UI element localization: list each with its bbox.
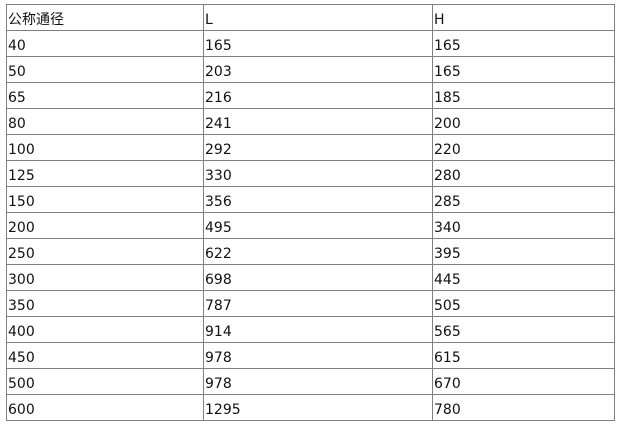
cell-l: 787 [203,290,433,317]
cell-h: 340 [432,212,615,239]
dimension-table: 公称通径 L H 40 165 165 50 203 165 65 216 185 80 241 20… [6,4,615,421]
table-row: 150 356 285 [6,186,615,213]
cell-h: 185 [432,82,615,109]
cell-l: 495 [203,212,433,239]
table-row: 40 165 165 [6,30,615,57]
table-row: 80 241 200 [6,108,615,135]
table-row: 450 978 615 [6,342,615,369]
cell-l: 165 [203,30,433,57]
cell-nominal-diameter: 65 [6,82,204,109]
header-nominal-diameter: 公称通径 [6,4,204,31]
table-row: 350 787 505 [6,290,615,317]
cell-h: 780 [432,394,615,421]
cell-h: 285 [432,186,615,213]
cell-h: 280 [432,160,615,187]
cell-l: 330 [203,160,433,187]
cell-nominal-diameter: 400 [6,316,204,343]
cell-h: 220 [432,134,615,161]
cell-h: 165 [432,30,615,57]
table-row: 125 330 280 [6,160,615,187]
cell-nominal-diameter: 300 [6,264,204,291]
cell-nominal-diameter: 450 [6,342,204,369]
header-l: L [203,4,433,31]
cell-l: 978 [203,368,433,395]
table-row: 50 203 165 [6,56,615,83]
cell-l: 241 [203,108,433,135]
cell-l: 698 [203,264,433,291]
cell-h: 670 [432,368,615,395]
cell-nominal-diameter: 500 [6,368,204,395]
cell-h: 445 [432,264,615,291]
table-row: 100 292 220 [6,134,615,161]
cell-nominal-diameter: 150 [6,186,204,213]
cell-h: 565 [432,316,615,343]
cell-nominal-diameter: 80 [6,108,204,135]
header-row: 公称通径 L H [6,4,615,31]
cell-h: 395 [432,238,615,265]
table-row: 600 1295 780 [6,394,615,421]
cell-h: 200 [432,108,615,135]
cell-nominal-diameter: 600 [6,394,204,421]
cell-nominal-diameter: 50 [6,56,204,83]
table-row: 300 698 445 [6,264,615,291]
table-row: 250 622 395 [6,238,615,265]
cell-nominal-diameter: 200 [6,212,204,239]
cell-l: 292 [203,134,433,161]
cell-h: 505 [432,290,615,317]
cell-nominal-diameter: 40 [6,30,204,57]
cell-nominal-diameter: 250 [6,238,204,265]
cell-l: 914 [203,316,433,343]
cell-nominal-diameter: 100 [6,134,204,161]
table-row: 500 978 670 [6,368,615,395]
cell-l: 622 [203,238,433,265]
cell-l: 203 [203,56,433,83]
table-row: 65 216 185 [6,82,615,109]
cell-l: 216 [203,82,433,109]
cell-l: 356 [203,186,433,213]
cell-l: 1295 [203,394,433,421]
cell-h: 165 [432,56,615,83]
cell-nominal-diameter: 350 [6,290,204,317]
cell-l: 978 [203,342,433,369]
cell-nominal-diameter: 125 [6,160,204,187]
header-h: H [432,4,615,31]
table-row: 200 495 340 [6,212,615,239]
cell-h: 615 [432,342,615,369]
table-row: 400 914 565 [6,316,615,343]
